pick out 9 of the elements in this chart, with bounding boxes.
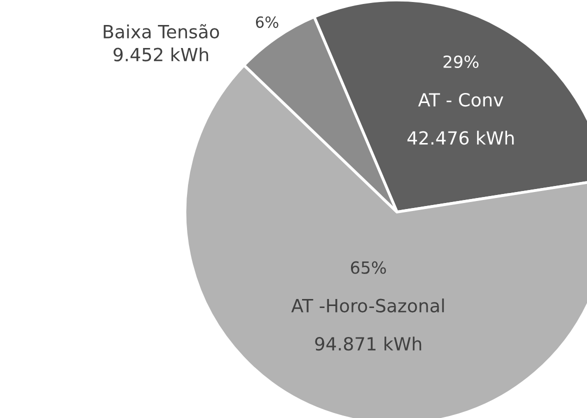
data-label: 94.871 kWh: [315, 336, 422, 351]
text: 29%: [444, 55, 478, 68]
data-label: 42.476 kWh: [407, 130, 514, 145]
text: 6%: [256, 16, 278, 28]
slice-label: AT -Horo-Sazonal: [291, 298, 444, 312]
slice-label: AT - Conv: [418, 92, 504, 107]
data-label: 9.452 kWh: [114, 47, 208, 62]
text: 65%: [350, 261, 386, 274]
slice-label: Baixa Tensão: [104, 24, 220, 38]
